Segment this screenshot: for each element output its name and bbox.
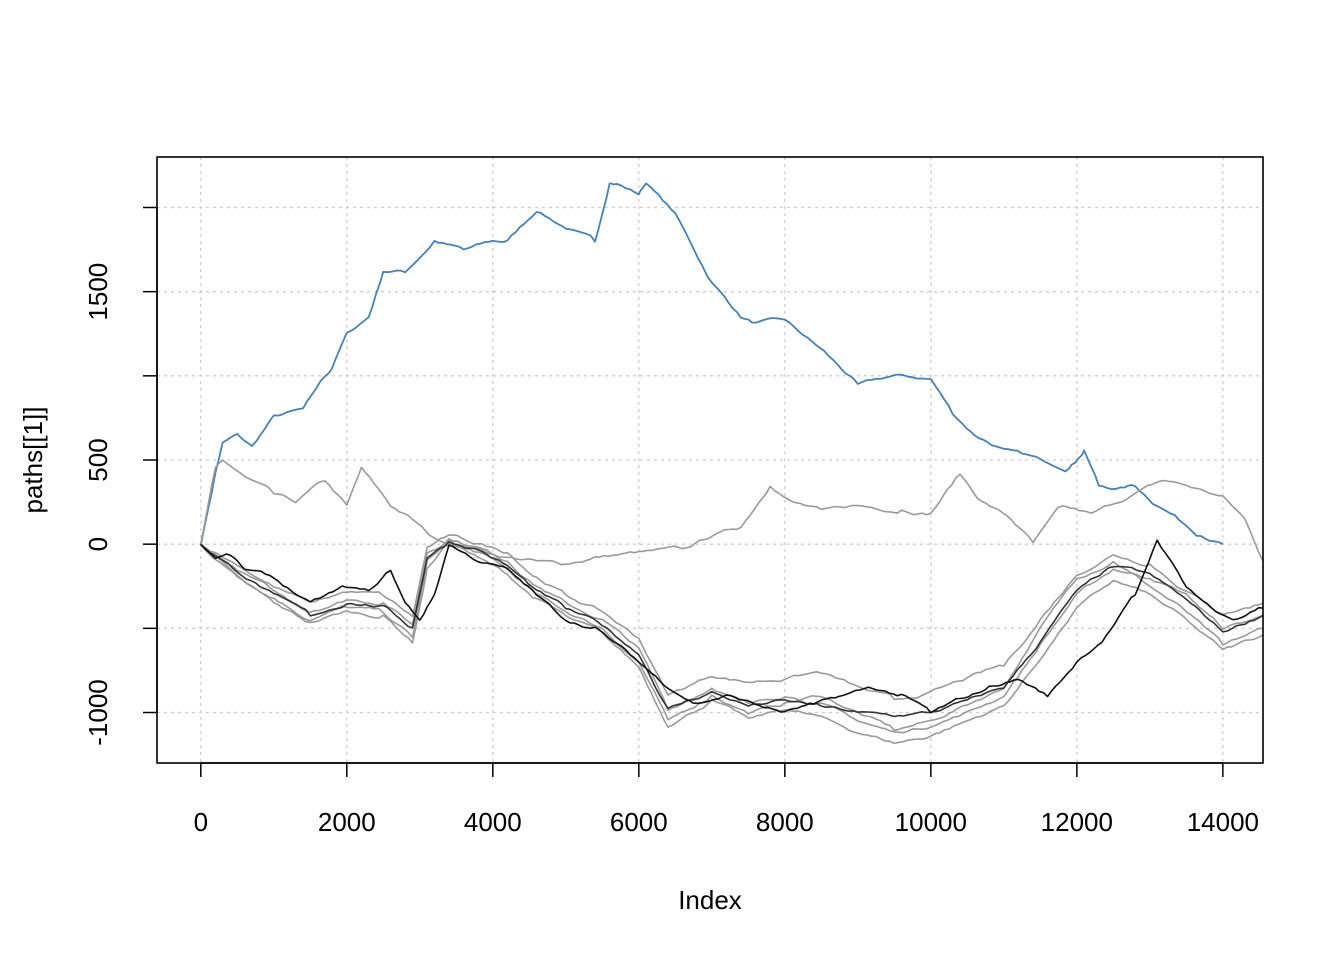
axes: 0 2000 4000 6000 8000 10000 12000 14000 -1000 0 50…	[83, 206, 1259, 837]
series-line-6	[200, 534, 1264, 701]
x-axis-label: Index	[678, 885, 742, 915]
x-tick-label: 12000	[1041, 807, 1113, 837]
series-line-5	[200, 538, 1264, 745]
series-line-8	[200, 539, 1264, 714]
x-tick-label: 8000	[756, 807, 814, 837]
series-line-1	[199, 182, 1224, 546]
x-tick-label: 0	[194, 807, 208, 837]
series-lines	[199, 182, 1264, 745]
x-tick-label: 6000	[610, 807, 668, 837]
y-axis-label: paths[[1]]	[18, 407, 48, 514]
series-line-4	[200, 537, 1264, 734]
x-tick-label: 14000	[1187, 807, 1259, 837]
y-tick-label: -1000	[83, 679, 113, 746]
series-line-2	[200, 459, 1264, 566]
y-tick-label: 500	[83, 438, 113, 481]
y-tick-label: 0	[83, 537, 113, 551]
y-tick-label: 1500	[83, 263, 113, 321]
x-tick-label: 10000	[895, 807, 967, 837]
x-tick-label: 2000	[318, 807, 376, 837]
series-line-3	[200, 544, 1264, 731]
series-line-7	[200, 541, 1264, 718]
x-tick-label: 4000	[464, 807, 522, 837]
grid-lines	[157, 157, 1263, 763]
